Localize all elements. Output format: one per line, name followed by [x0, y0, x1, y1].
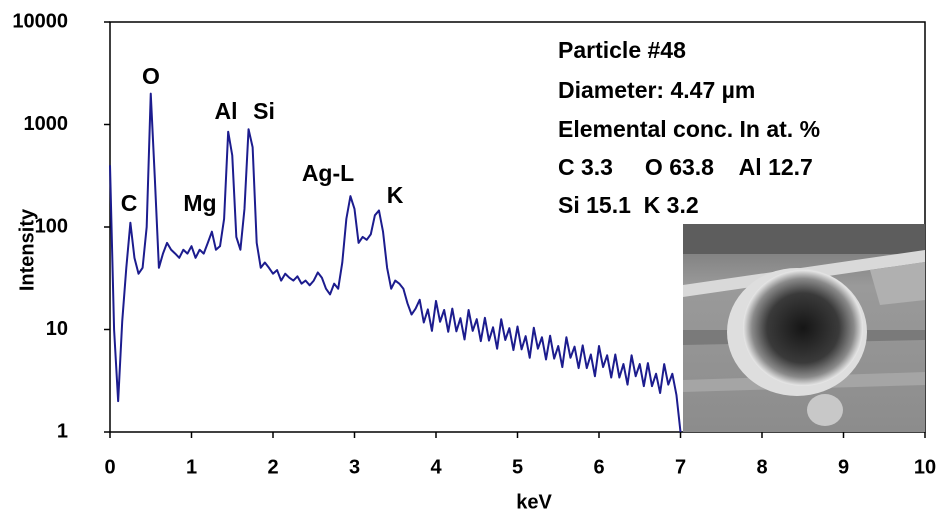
x-tick-label: 6: [593, 456, 604, 478]
x-tick-label: 2: [267, 456, 278, 478]
x-tick-label: 5: [512, 456, 523, 478]
peak-label: Mg: [183, 190, 216, 216]
annotation: C 3.3 O 63.8 Al 12.7: [558, 154, 813, 180]
y-tick-label: 10: [46, 318, 68, 340]
x-tick-label: 0: [104, 456, 115, 478]
y-tick-label: 1000: [24, 113, 69, 135]
x-tick-label: 10: [914, 456, 936, 478]
x-tick-label: 7: [675, 456, 686, 478]
peak-label: Al: [215, 98, 238, 124]
sem-image: [683, 224, 925, 432]
annotation: Si 15.1 K 3.2: [558, 192, 699, 218]
peak-label: K: [387, 182, 404, 208]
spectrum-line: [109, 92, 682, 433]
x-tick-label: 1: [186, 456, 197, 478]
x-tick-label: 3: [349, 456, 360, 478]
annotation: Diameter: 4.47 µm: [558, 77, 755, 103]
peak-label: C: [121, 190, 138, 216]
peak-label: Si: [253, 98, 275, 124]
peak-label: Ag-L: [302, 160, 354, 186]
y-axis-label: Intensity: [16, 208, 38, 291]
y-tick-label: 1: [57, 420, 68, 442]
peak-label: O: [142, 63, 160, 89]
annotation: Elemental conc. In at. %: [558, 116, 820, 142]
x-tick-label: 8: [756, 456, 767, 478]
x-axis-label: keV: [516, 491, 552, 513]
y-tick-label: 10000: [12, 10, 68, 32]
x-tick-label: 4: [430, 456, 442, 478]
annotation: Particle #48: [558, 37, 686, 63]
y-tick-label: 100: [35, 215, 68, 237]
x-tick-label: 9: [838, 456, 849, 478]
